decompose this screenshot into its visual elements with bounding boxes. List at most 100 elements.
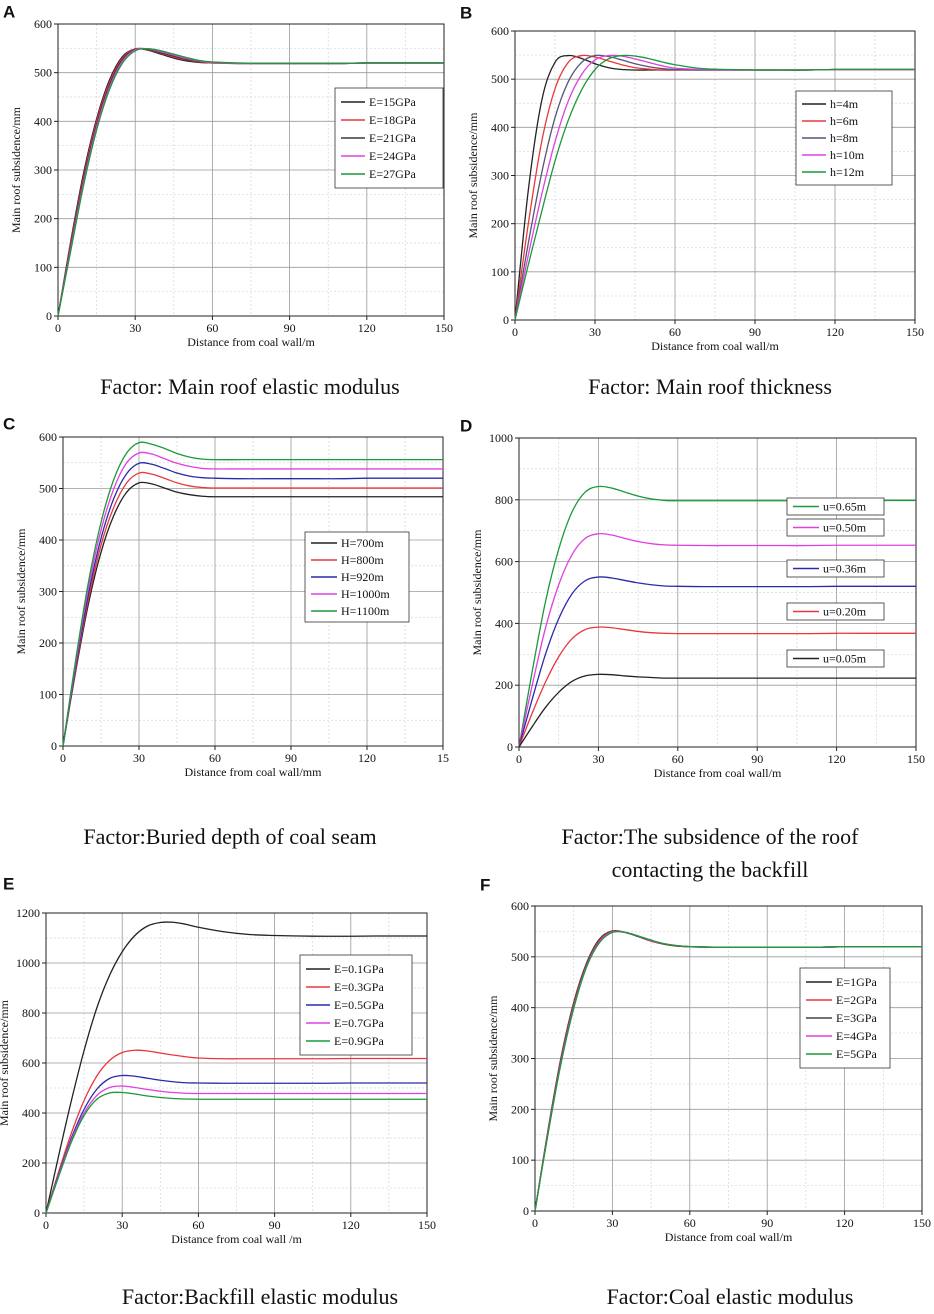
y-tick-label: 600: [491, 24, 509, 38]
y-tick-label: 200: [34, 212, 52, 226]
y-tick-label: 500: [491, 72, 509, 86]
panel-f-caption: Factor:Coal elastic modulus: [606, 1284, 854, 1309]
x-tick-label: 120: [836, 1216, 854, 1230]
legend-label: H=920m: [341, 570, 384, 584]
legend-label: E=5GPa: [836, 1047, 877, 1061]
y-tick-label: 500: [39, 482, 57, 496]
series-line-2: [518, 532, 916, 748]
series-line-4: [45, 1085, 427, 1214]
x-tick-label: 60: [206, 321, 218, 335]
legend-label: E=1GPa: [836, 975, 877, 989]
x-tick-label: 150: [435, 321, 453, 335]
legend-box: [786, 649, 885, 668]
y-tick-label: 800: [495, 493, 513, 507]
series-line-5: [62, 441, 444, 747]
series-line-5: [57, 48, 444, 317]
x-axis-label: Distance from coal wall/mm: [185, 765, 323, 779]
x-tick-label: 120: [342, 1218, 360, 1232]
series-line-5: [45, 1091, 427, 1214]
x-tick-label: 60: [669, 325, 681, 339]
legend-label: E=0.7GPa: [334, 1016, 384, 1030]
x-tick-label: 150: [913, 1216, 931, 1230]
y-tick-label: 200: [39, 636, 57, 650]
panel-letter: C: [3, 414, 15, 433]
y-tick-label: 500: [34, 66, 52, 80]
y-tick-label: 1000: [16, 956, 40, 970]
x-tick-label: 0: [512, 325, 518, 339]
x-tick-label: 150: [418, 1218, 436, 1232]
legend-box: [786, 602, 885, 621]
legend-label: h=10m: [830, 148, 865, 162]
x-tick-label: 0: [516, 752, 522, 766]
x-axis-label: Distance from coal wall/m: [651, 339, 779, 353]
x-tick-label: 150: [907, 752, 925, 766]
legend-label: E=18GPa: [369, 113, 416, 127]
y-tick-label: 600: [495, 555, 513, 569]
y-tick-label: 0: [46, 309, 52, 323]
x-tick-label: 30: [592, 752, 604, 766]
x-tick-label: 30: [606, 1216, 618, 1230]
legend-label: H=800m: [341, 553, 384, 567]
legend-label: E=24GPa: [369, 149, 416, 163]
series-line-2: [62, 471, 443, 747]
legend-label: u=0.05m: [823, 652, 867, 666]
x-tick-label: 120: [826, 325, 844, 339]
y-axis-label: Main roof subsidence/mm: [9, 106, 23, 233]
x-tick-label: 0: [60, 751, 66, 765]
x-tick-label: 90: [269, 1218, 281, 1232]
legend-label: u=0.65m: [823, 500, 867, 514]
panel-letter: F: [480, 875, 490, 894]
series-line-5: [514, 54, 915, 321]
y-tick-label: 1000: [489, 431, 513, 445]
y-tick-label: 0: [503, 313, 509, 327]
x-tick-label: 90: [749, 325, 761, 339]
y-tick-label: 300: [34, 163, 52, 177]
y-tick-label: 400: [495, 616, 513, 630]
x-tick-label: 0: [55, 321, 61, 335]
panel-c-caption: Factor:Buried depth of coal seam: [83, 824, 377, 849]
x-tick-label: 120: [358, 321, 376, 335]
y-tick-label: 300: [491, 169, 509, 183]
panel-letter: A: [3, 2, 15, 21]
legend-label: u=0.20m: [823, 605, 867, 619]
legend-label: E=0.9GPa: [334, 1034, 384, 1048]
x-tick-label: 90: [284, 321, 296, 335]
panel-d-caption: Factor:The subsidence of the roof contac…: [561, 824, 859, 882]
y-tick-label: 400: [34, 114, 52, 128]
y-tick-label: 600: [34, 17, 52, 31]
x-tick-label: 30: [589, 325, 601, 339]
x-tick-label: 60: [209, 751, 221, 765]
legend-label: h=12m: [830, 165, 865, 179]
panel-e-caption: Factor:Backfill elastic modulus: [121, 1284, 399, 1309]
y-axis-label: Main roof subsidence/mm: [14, 528, 28, 655]
y-tick-label: 400: [22, 1106, 40, 1120]
legend-label: H=1100m: [341, 604, 390, 618]
series-line-1: [45, 921, 427, 1214]
y-axis-label: Main roof subsidence/mm: [0, 999, 11, 1126]
series-line-5: [518, 673, 917, 748]
y-tick-label: 500: [511, 950, 529, 964]
legend-label: E=4GPa: [836, 1029, 877, 1043]
legend-box: [786, 497, 885, 516]
y-tick-label: 800: [22, 1006, 40, 1020]
y-tick-label: 0: [34, 1206, 40, 1220]
y-tick-label: 100: [39, 688, 57, 702]
x-axis-label: Distance from coal wall/m: [187, 335, 315, 349]
series-line-2: [45, 1049, 427, 1214]
legend-label: h=8m: [830, 131, 859, 145]
y-tick-label: 200: [491, 217, 509, 231]
legend-label: h=4m: [830, 97, 859, 111]
series-line-4: [62, 451, 443, 747]
x-axis-label: Distance from coal wall/m: [654, 766, 782, 780]
x-tick-label: 30: [133, 751, 145, 765]
y-tick-label: 300: [39, 585, 57, 599]
legend-label: H=1000m: [341, 587, 390, 601]
x-axis-label: Distance from coal wall/m: [665, 1230, 793, 1244]
x-tick-label: 60: [192, 1218, 204, 1232]
legend-box: [786, 559, 885, 578]
